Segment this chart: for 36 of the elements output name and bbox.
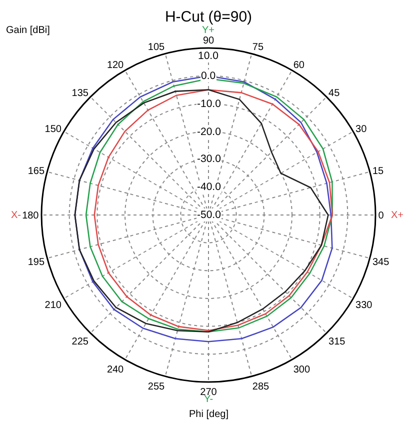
- y-tick-label: -30.0: [197, 153, 222, 165]
- chart-title: H-Cut (θ=90): [164, 8, 252, 26]
- spoke-label: 30: [356, 124, 368, 136]
- spoke-label: 90: [202, 35, 214, 46]
- spoke-label: 300: [293, 364, 310, 376]
- y-tick-label: -10.0: [197, 98, 222, 110]
- spoke-label: 135: [72, 88, 89, 100]
- spoke-label: 45: [328, 88, 340, 100]
- text: Phi [deg]: [189, 409, 229, 420]
- y-tick-label: -20.0: [197, 126, 222, 138]
- text: Gain [dBi]: [6, 25, 50, 36]
- spoke-label: 165: [28, 166, 45, 177]
- y-tick-label: 0.0: [201, 70, 216, 82]
- spoke-label: 315: [328, 336, 346, 348]
- y-tick-label: 10.0: [198, 50, 219, 62]
- spoke-label: 75: [252, 42, 264, 54]
- spoke-label: 0: [378, 210, 384, 222]
- spoke-label: 105: [148, 42, 165, 54]
- y-tick-label: -40.0: [197, 181, 222, 193]
- spoke-label: 195: [28, 256, 45, 268]
- spoke-label: 255: [148, 382, 165, 393]
- spoke-label: 240: [106, 364, 124, 376]
- spoke-label: 345: [372, 256, 390, 268]
- spoke-label: 210: [44, 300, 62, 311]
- spoke-label: 120: [106, 60, 124, 72]
- spoke-label: 330: [356, 300, 373, 311]
- text: Y+: [202, 25, 215, 36]
- spoke-label: 225: [72, 336, 89, 348]
- text: X+: [391, 210, 404, 221]
- y-tick-label: -50.0: [197, 209, 222, 221]
- spoke-label: 285: [252, 382, 270, 393]
- spoke-label: 60: [293, 60, 305, 72]
- spoke-label: 180: [22, 210, 40, 222]
- spoke-label: 150: [44, 124, 62, 136]
- text: X-: [11, 210, 21, 221]
- spoke-label: 15: [372, 166, 384, 177]
